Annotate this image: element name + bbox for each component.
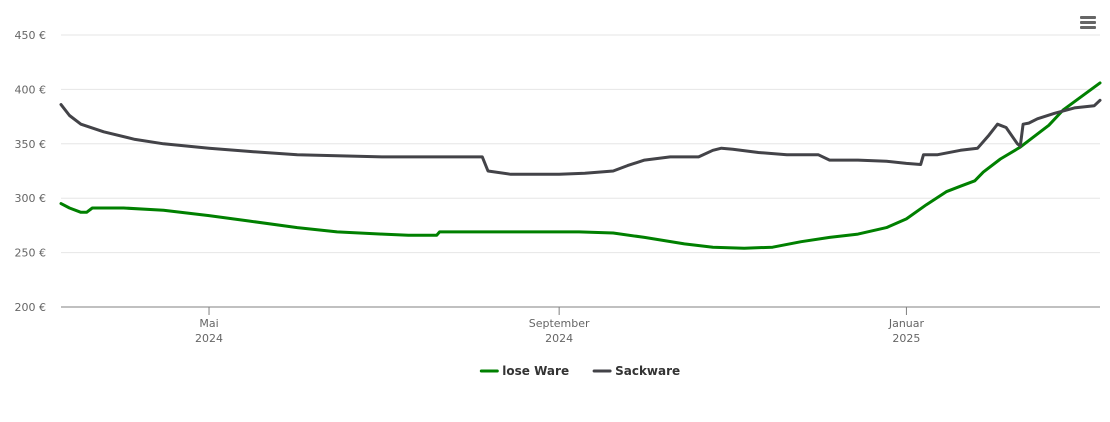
x-tick-label-year: 2024	[545, 332, 573, 345]
y-tick-label: 400 €	[15, 83, 47, 96]
series-line-sackware[interactable]	[59, 98, 1102, 176]
y-tick-label: 450 €	[15, 29, 47, 42]
x-tick-label-month: Januar	[888, 317, 925, 330]
x-tick-label-month: September	[529, 317, 590, 330]
legend-label: Sackware	[615, 364, 680, 378]
legend-label: lose Ware	[502, 364, 569, 378]
y-tick-label: 200 €	[15, 301, 47, 314]
x-tick-label-year: 2025	[892, 332, 920, 345]
y-tick-label: 300 €	[15, 192, 47, 205]
legend-item-sackware[interactable]: Sackware	[592, 364, 680, 378]
series-line-lose-ware[interactable]	[59, 81, 1102, 250]
x-tick-label-month: Mai	[199, 317, 218, 330]
y-tick-label: 250 €	[15, 247, 47, 260]
hamburger-menu-icon[interactable]	[1076, 12, 1100, 34]
legend-item-lose-ware[interactable]: lose Ware	[479, 364, 569, 378]
x-tick-label-year: 2024	[195, 332, 223, 345]
y-tick-label: 350 €	[15, 138, 47, 151]
